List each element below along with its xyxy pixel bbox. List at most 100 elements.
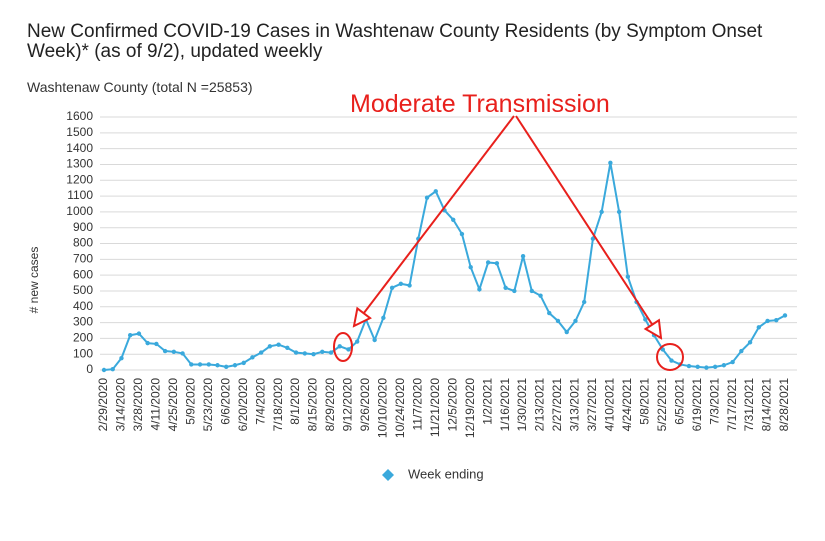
y-tick-label: 900	[73, 220, 93, 234]
point	[529, 288, 535, 294]
point	[346, 347, 351, 352]
highlight-circle	[333, 332, 353, 362]
y-tick-label: 700	[73, 251, 93, 265]
x-tick-label: 10/10/2020	[376, 378, 390, 438]
x-tick-label: 1/30/2021	[515, 378, 529, 432]
y-tick-label: 1600	[66, 109, 93, 123]
point	[451, 217, 456, 222]
point	[503, 285, 508, 290]
y-tick-label: 1400	[66, 141, 93, 155]
x-tick-label: 12/19/2020	[463, 378, 477, 438]
point	[625, 274, 631, 279]
point	[704, 365, 709, 370]
chart-subtitle: Washtenaw County (total N =25853)	[27, 79, 253, 95]
highlight-circle	[656, 343, 684, 371]
point	[774, 317, 779, 323]
x-tick-label: 2/13/2021	[533, 378, 547, 432]
x-tick-label: 5/22/2021	[655, 378, 669, 432]
x-tick-label: 7/18/2020	[271, 378, 285, 432]
point	[520, 253, 526, 259]
point	[547, 310, 552, 316]
x-tick-label: 7/3/2021	[707, 378, 721, 425]
x-tick-label: 4/25/2020	[166, 378, 180, 432]
x-tick-label: 3/13/2021	[568, 378, 582, 432]
y-tick-label: 1000	[66, 204, 93, 218]
x-tick-label: 6/20/2020	[236, 378, 250, 432]
y-tick-label: 300	[73, 315, 93, 329]
y-tick-label: 1500	[66, 125, 93, 139]
point	[171, 349, 177, 355]
point	[250, 355, 255, 360]
point	[555, 318, 561, 324]
point	[337, 344, 342, 349]
point	[162, 348, 168, 354]
point	[459, 231, 465, 237]
y-tick-label: 600	[73, 267, 93, 281]
point	[101, 367, 107, 373]
x-tick-label: 10/24/2020	[393, 378, 407, 438]
point	[494, 261, 500, 266]
arrow	[354, 115, 515, 326]
x-tick-label: 9/12/2020	[341, 378, 355, 432]
point	[616, 209, 622, 215]
point	[564, 329, 569, 335]
point	[328, 350, 334, 355]
point	[232, 363, 238, 368]
point	[407, 283, 412, 288]
point	[285, 345, 290, 351]
y-tick-label: 200	[73, 331, 93, 345]
point	[241, 360, 246, 366]
x-tick-label: 8/1/2020	[288, 378, 302, 425]
x-tick-label: 12/5/2020	[445, 378, 459, 432]
x-tick-label: 11/7/2020	[410, 378, 424, 431]
point	[512, 288, 517, 294]
arrow	[515, 115, 661, 338]
point	[258, 350, 264, 355]
point	[320, 349, 325, 355]
point	[485, 260, 491, 265]
point	[468, 265, 473, 270]
point	[224, 364, 229, 370]
x-tick-label: 1/16/2021	[498, 378, 512, 432]
point	[573, 318, 578, 324]
point	[730, 359, 735, 365]
point	[590, 236, 596, 241]
y-tick-label: 400	[73, 299, 93, 313]
point	[381, 315, 386, 321]
x-tick-label: 11/21/2020	[428, 378, 442, 437]
point	[538, 293, 543, 298]
annotation: Moderate Transmission	[350, 90, 610, 118]
x-tick-label: 1/2/2021	[480, 378, 494, 425]
plot	[101, 160, 788, 373]
y-axis-label: # new cases	[27, 247, 41, 314]
point	[276, 342, 281, 347]
point	[782, 313, 788, 318]
y-tick-label: 1200	[66, 172, 93, 186]
point	[712, 364, 718, 370]
point	[293, 350, 299, 355]
point	[154, 341, 159, 347]
point	[389, 285, 395, 290]
point	[372, 337, 377, 343]
point	[180, 351, 185, 356]
y-tick-label: 800	[73, 236, 93, 250]
point	[127, 333, 133, 338]
y-tick-label: 100	[73, 346, 93, 360]
point	[608, 160, 613, 166]
x-tick-label: 4/10/2021	[603, 378, 617, 432]
x-tick-label: 6/5/2021	[672, 378, 686, 425]
x-tick-label: 8/28/2021	[777, 378, 791, 432]
y-tick-label: 0	[86, 362, 93, 376]
point	[695, 364, 700, 370]
x-tick-label: 8/15/2020	[306, 378, 320, 432]
point	[145, 340, 150, 346]
x-tick-label: 2/29/2020	[96, 378, 110, 432]
point	[424, 195, 430, 200]
point	[433, 189, 438, 194]
point	[651, 333, 657, 338]
point	[756, 325, 762, 330]
point	[581, 299, 587, 305]
